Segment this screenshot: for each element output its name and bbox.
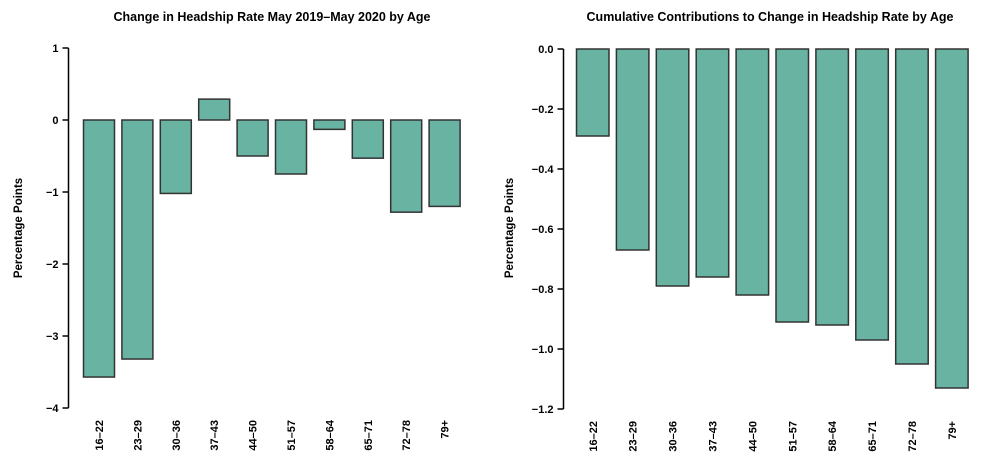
bar-51–57 xyxy=(274,119,308,175)
y-tick-label: −1.0 xyxy=(532,344,554,356)
x-tick-label: 16–22 xyxy=(94,420,106,451)
bar-23–29 xyxy=(615,48,650,251)
x-tick-label: 44–50 xyxy=(248,420,260,451)
x-tick-label: 23–29 xyxy=(132,420,144,451)
x-tick-label: 72–78 xyxy=(907,421,919,452)
bar-37–43 xyxy=(695,48,730,278)
x-tick-label: 58–64 xyxy=(827,420,839,451)
x-tick-label: 72–78 xyxy=(401,420,413,451)
x-tick-label: 37–43 xyxy=(209,420,221,451)
y-tick-label: 0 xyxy=(52,115,58,127)
y-tick-label: −1 xyxy=(46,187,59,199)
bar-plot-area: 0.0 −0.2 −0.4 −0.6 −0.8 −1.0 −1.2 16–22 23–29 30–… xyxy=(532,44,969,452)
bar-79+ xyxy=(428,119,461,208)
x-tick-label: 44–50 xyxy=(747,421,759,452)
bar-65–71 xyxy=(855,48,890,341)
chart-title: Cumulative Contributions to Change in He… xyxy=(586,10,954,24)
x-tick-label: 23–29 xyxy=(628,421,640,452)
y-tick-label: −1.2 xyxy=(532,404,554,416)
bar-30–36 xyxy=(655,48,690,287)
y-tick-label: 0.0 xyxy=(538,44,553,56)
x-tick-label: 65–71 xyxy=(867,421,879,452)
bar-16–22 xyxy=(575,48,610,137)
x-tick-label: 65–71 xyxy=(363,420,375,451)
x-tick-label: 79+ xyxy=(947,421,959,440)
bar-30–36 xyxy=(159,119,193,195)
y-tick-label: −0.4 xyxy=(532,164,555,176)
bar-72–78 xyxy=(389,119,423,213)
y-tick-label: −0.6 xyxy=(532,224,554,236)
bar-23–29 xyxy=(121,119,154,360)
bar-58–64 xyxy=(313,119,346,131)
bar-37–43 xyxy=(197,98,231,121)
x-tick-label: 79+ xyxy=(440,420,452,439)
y-tick-label: −3 xyxy=(46,331,59,343)
x-tick-label: 16–22 xyxy=(588,421,600,452)
bar-plot-area: 1 0 −1 −2 −3 −4 16–22 23–29 30–36 37–43 44–50 51–57… xyxy=(46,43,461,451)
y-tick-label: −2 xyxy=(46,259,59,271)
x-tick-label: 51–57 xyxy=(286,420,298,451)
bar-65–71 xyxy=(351,119,385,159)
bar-44–50 xyxy=(735,48,770,296)
bar-16–22 xyxy=(82,119,116,378)
x-tick-label: 58–64 xyxy=(324,419,336,450)
bar-72–78 xyxy=(894,48,929,365)
chart-change-in-headship-rate: Change in Headship Rate May 2019–May 202… xyxy=(0,0,491,475)
y-tick-label: −4 xyxy=(46,403,59,415)
bar-79+ xyxy=(934,48,969,389)
chart-cumulative-contributions: Cumulative Contributions to Change in He… xyxy=(491,0,983,475)
x-tick-label: 30–36 xyxy=(668,421,680,452)
y-tick-label: 1 xyxy=(52,43,58,55)
x-tick-label: 37–43 xyxy=(707,421,719,452)
y-tick-label: −0.2 xyxy=(532,104,554,116)
x-tick-label: 51–57 xyxy=(787,421,799,452)
bar-51–57 xyxy=(775,48,810,323)
x-tick-label: 30–36 xyxy=(171,420,183,451)
chart-title: Change in Headship Rate May 2019–May 202… xyxy=(113,10,431,24)
bar-44–50 xyxy=(236,119,269,157)
y-tick-label: −0.8 xyxy=(532,284,554,296)
bar-58–64 xyxy=(815,48,850,326)
